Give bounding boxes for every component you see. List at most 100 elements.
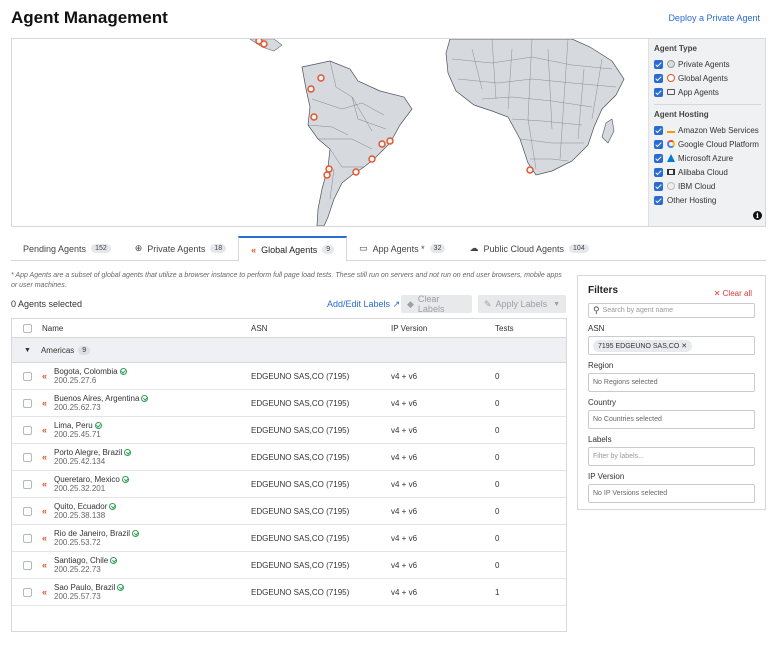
checkbox-checked-icon[interactable] [654, 59, 663, 69]
legend-aws[interactable]: Amazon Web Services [654, 123, 761, 137]
checkbox-checked-icon[interactable] [654, 153, 663, 163]
table-row[interactable]: « Bogota, Colombia 200.25.27.6 EDGEUNO SAS,… [12, 363, 566, 390]
asn-filter-select[interactable]: 7195 EDGEUNO SAS,CO ✕ [588, 336, 755, 355]
agent-asn: EDGEUNO SAS,CO (7195) [251, 587, 350, 597]
select-all-checkbox[interactable] [22, 323, 32, 333]
selected-count: 0 Agents selected [11, 299, 83, 309]
row-checkbox[interactable] [22, 371, 32, 381]
column-asn[interactable]: ASN [251, 323, 268, 333]
alibaba-icon [667, 169, 675, 175]
app-agents-note: * App Agents are a subset of global agen… [11, 272, 562, 289]
agent-name: Sao Paulo, Brazil [54, 583, 116, 592]
region-filter-label: Region [588, 361, 614, 370]
table-row[interactable]: « Sao Paulo, Brazil 200.25.57.73 EDGEUNO SA… [12, 579, 566, 606]
group-count-badge: 9 [78, 345, 91, 355]
info-icon[interactable]: i [753, 211, 762, 220]
table-row[interactable]: « Porto Alegre, Brazil 200.25.42.134 EDGEUN… [12, 444, 566, 471]
legend-gcp[interactable]: Google Cloud Platform [654, 137, 761, 151]
checkbox-checked-icon[interactable] [654, 87, 663, 97]
agent-name: Bogota, Colombia [54, 367, 118, 376]
asn-filter-chip[interactable]: 7195 EDGEUNO SAS,CO ✕ [593, 339, 693, 352]
agent-ip: 200.25.38.138 [54, 511, 106, 520]
row-checkbox[interactable] [22, 506, 32, 516]
agent-tests: 0 [495, 452, 500, 462]
status-ok-icon [141, 395, 149, 402]
legend-private-agents[interactable]: Private Agents [654, 57, 761, 71]
status-ok-icon [94, 422, 102, 429]
agent-name: Lima, Peru [54, 421, 93, 430]
tab-private-agents[interactable]: ⊕ Private Agents 18 [123, 236, 238, 261]
agent-ip-version: v4 + v6 [391, 506, 418, 516]
row-checkbox[interactable] [22, 533, 32, 543]
pencil-icon: ✎ [484, 298, 492, 309]
agent-asn: EDGEUNO SAS,CO (7195) [251, 479, 350, 489]
agent-map[interactable]: Agent Type Private Agents Global Agents … [11, 38, 766, 227]
chip-remove-icon[interactable]: ✕ [681, 342, 688, 350]
table-row[interactable]: « Lima, Peru 200.25.45.71 EDGEUNO SAS,CO (7… [12, 417, 566, 444]
agent-tests: 0 [495, 560, 500, 570]
country-filter-select[interactable]: No Countries selected [588, 410, 755, 429]
table-header: Name ASN IP Version Tests [12, 319, 566, 338]
ip-version-filter-select[interactable]: No IP Versions selected [588, 484, 755, 503]
region-filter-select[interactable]: No Regions selected [588, 373, 755, 392]
legend-ibm[interactable]: IBM Cloud [654, 179, 761, 193]
agent-ip-version: v4 + v6 [391, 425, 418, 435]
agent-ip-version: v4 + v6 [391, 479, 418, 489]
deploy-private-agent-link[interactable]: Deploy a Private Agent [668, 13, 760, 23]
legend-global-agents[interactable]: Global Agents [654, 71, 761, 85]
clear-labels-button[interactable]: ◆ Clear Labels [401, 294, 472, 314]
tab-global-agents[interactable]: « Global Agents 9 [238, 236, 348, 262]
row-checkbox[interactable] [22, 587, 32, 597]
column-name[interactable]: Name [42, 323, 64, 333]
legend-alibaba[interactable]: Alibaba Cloud [654, 165, 761, 179]
agent-name: Santiago, Chile [54, 556, 109, 565]
row-checkbox[interactable] [22, 452, 32, 462]
legend-app-agents[interactable]: App Agents [654, 85, 761, 99]
row-checkbox[interactable] [22, 425, 32, 435]
table-row[interactable]: « Rio de Janeiro, Brazil 200.25.53.72 EDGEU… [12, 525, 566, 552]
table-row[interactable]: « Buenos Aires, Argentina 200.25.62.73 EDGE… [12, 390, 566, 417]
agent-name: Quito, Ecuador [54, 502, 108, 511]
agent-tests: 0 [495, 371, 500, 381]
checkbox-checked-icon[interactable] [654, 195, 663, 205]
tab-app-agents[interactable]: ▭ App Agents * 32 [347, 236, 457, 261]
tab-count-badge: 152 [91, 244, 111, 253]
clear-all-filters[interactable]: ✕ Clear all [713, 289, 752, 298]
private-agent-icon [667, 60, 675, 68]
checkbox-checked-icon[interactable] [654, 125, 663, 135]
status-ok-icon [121, 476, 129, 483]
agent-asn: EDGEUNO SAS,CO (7195) [251, 425, 350, 435]
row-checkbox[interactable] [22, 398, 32, 408]
column-tests[interactable]: Tests [495, 323, 514, 333]
agent-asn: EDGEUNO SAS,CO (7195) [251, 371, 350, 381]
caret-down-icon[interactable]: ▼ [24, 346, 31, 354]
add-edit-labels-link[interactable]: Add/Edit Labels ↗ [327, 299, 401, 309]
map-legend: Agent Type Private Agents Global Agents … [648, 39, 765, 226]
checkbox-checked-icon[interactable] [654, 139, 663, 149]
table-row[interactable]: « Santiago, Chile 200.25.22.73 EDGEUNO SAS,… [12, 552, 566, 579]
labels-filter-input[interactable]: Filter by labels... [588, 447, 755, 466]
legend-azure[interactable]: Microsoft Azure [654, 151, 761, 165]
legend-other-hosting[interactable]: Other Hosting [654, 193, 761, 207]
checkbox-checked-icon[interactable] [654, 167, 663, 177]
table-row[interactable]: « Quito, Ecuador 200.25.38.138 EDGEUNO SAS,… [12, 498, 566, 525]
agent-ip-version: v4 + v6 [391, 533, 418, 543]
group-row-americas[interactable]: ▼ Americas 9 [12, 338, 566, 363]
table-row[interactable]: « Queretaro, Mexico 200.25.32.201 EDGEUNO S… [12, 471, 566, 498]
column-ip-version[interactable]: IP Version [391, 323, 428, 333]
agent-name: Rio de Janeiro, Brazil [54, 529, 131, 538]
aws-icon [667, 128, 675, 133]
agent-search-input[interactable]: ⚲ Search by agent name [588, 303, 755, 318]
tab-count-badge: 32 [429, 244, 446, 253]
row-checkbox[interactable] [22, 479, 32, 489]
status-ok-icon [117, 584, 125, 591]
apply-labels-button[interactable]: ✎ Apply Labels ▼ [478, 295, 566, 313]
checkbox-checked-icon[interactable] [654, 181, 663, 191]
checkbox-checked-icon[interactable] [654, 73, 663, 83]
tab-public-cloud-agents[interactable]: ☁ Public Cloud Agents 104 [457, 236, 600, 261]
azure-icon [667, 154, 675, 162]
agent-tests: 0 [495, 479, 500, 489]
tab-pending-agents[interactable]: Pending Agents 152 [11, 236, 123, 261]
row-checkbox[interactable] [22, 560, 32, 570]
ibm-cloud-icon [667, 182, 675, 190]
